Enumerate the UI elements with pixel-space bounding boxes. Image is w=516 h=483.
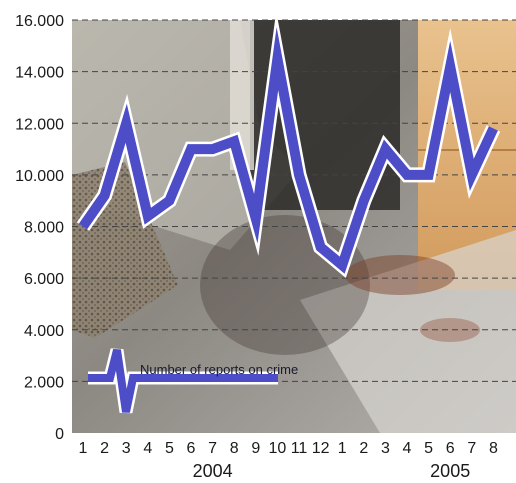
- y-tick-label: 8.000: [24, 220, 64, 237]
- year-label: 2005: [430, 461, 470, 481]
- x-tick-label: 1: [79, 440, 88, 457]
- series-line-stroke: [78, 27, 498, 274]
- y-axis: 0 2.000 4.000 6.000 8.000 10.000 12.000 14.000 1…: [15, 13, 64, 443]
- y-tick-label: 10.000: [15, 168, 64, 185]
- y-tick-label: 4.000: [24, 323, 64, 340]
- photo-tile-floor: [300, 230, 516, 433]
- x-tick-label: 9: [251, 440, 260, 457]
- x-tick-label: 7: [467, 440, 476, 457]
- grid-lines: [72, 19, 516, 382]
- x-tick-label: 3: [381, 440, 390, 457]
- x-tick-label: 7: [208, 440, 217, 457]
- x-tick-label: 10: [269, 440, 287, 457]
- y-tick-label: 12.000: [15, 116, 64, 133]
- x-tick-label: 3: [122, 440, 131, 457]
- x-tick-label: 12: [312, 440, 330, 457]
- y-tick-label: 2.000: [24, 374, 64, 391]
- y-tick-label: 6.000: [24, 271, 64, 288]
- x-tick-label: 6: [446, 440, 455, 457]
- photo-stain-red: [345, 255, 455, 295]
- series-line: [76, 11, 501, 279]
- x-tick-label: 4: [403, 440, 412, 457]
- x-tick-label: 11: [291, 440, 308, 457]
- y-tick-label: 14.000: [15, 65, 64, 82]
- x-tick-label: 6: [187, 440, 196, 457]
- x-tick-label: 2: [100, 440, 109, 457]
- y-tick-label: 16.000: [15, 13, 64, 30]
- legend-symbol-fill: [88, 349, 278, 413]
- x-tick-label: 2: [359, 440, 368, 457]
- x-tick-label: 8: [489, 440, 498, 457]
- x-tick-label: 4: [143, 440, 152, 457]
- x-tick-label: 8: [230, 440, 239, 457]
- legend: Number of reports on crime: [88, 348, 298, 414]
- year-label: 2004: [193, 461, 233, 481]
- x-tick-label: 5: [424, 440, 433, 457]
- x-tick-label: 1: [338, 440, 347, 457]
- photo-stain-red-2: [420, 318, 480, 342]
- legend-label: Number of reports on crime: [140, 362, 298, 377]
- y-tick-label: 0: [55, 426, 64, 443]
- x-tick-label: 5: [165, 440, 174, 457]
